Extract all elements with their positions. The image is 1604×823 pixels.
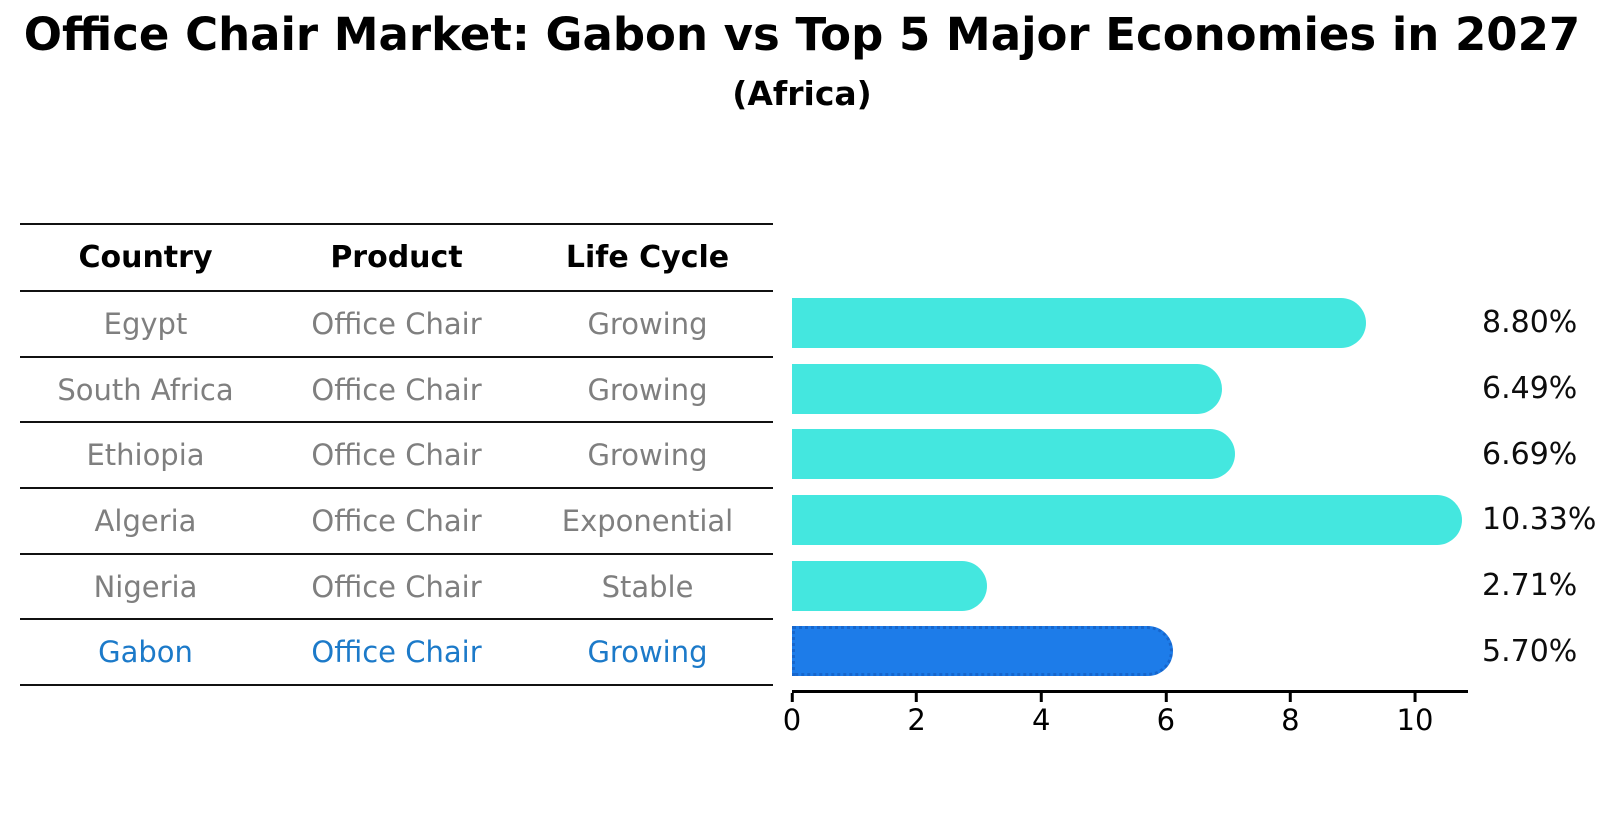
cell-life-cycle: Growing — [587, 372, 708, 407]
table-row-egypt: Egypt Office Chair Growing — [20, 290, 773, 356]
value-label-south-africa: 6.49% — [1482, 371, 1578, 407]
table-header-row: Country Product Life Cycle — [20, 223, 773, 290]
cell-country: Gabon — [98, 635, 193, 670]
x-axis-line — [792, 690, 1468, 693]
bar-ethiopia — [792, 429, 1235, 480]
tick-label: 8 — [1281, 703, 1300, 737]
cell-country: Algeria — [94, 503, 197, 538]
table-row-nigeria: Nigeria Office Chair Stable — [20, 552, 773, 619]
bar-row — [792, 553, 1492, 619]
bar-row — [792, 618, 1492, 684]
data-table: Country Product Life Cycle Egypt Office … — [20, 223, 773, 687]
column-header-life-cycle: Life Cycle — [565, 240, 730, 275]
x-axis-tick: 8 — [1281, 693, 1300, 737]
x-axis: 0 2 4 6 8 10 — [783, 690, 1468, 750]
value-label-nigeria: 2.71% — [1482, 568, 1578, 604]
value-labels: 8.80% 6.49% 6.69% 10.33% 2.71% 5.70% — [1482, 290, 1596, 684]
tick-label: 4 — [1031, 703, 1051, 737]
bar-nigeria — [792, 560, 987, 611]
value-label-gabon: 5.70% — [1482, 633, 1578, 669]
cell-life-cycle: Growing — [587, 438, 708, 473]
cell-life-cycle: Growing — [587, 306, 708, 341]
bar-row — [792, 421, 1492, 487]
chart-subtitle: (Africa) — [732, 74, 872, 113]
bar-south-africa — [792, 363, 1223, 414]
tick-label: 2 — [907, 703, 926, 737]
x-axis-tick: 0 — [783, 693, 801, 737]
bar-row — [792, 356, 1492, 422]
cell-product: Office Chair — [311, 372, 482, 407]
bar-gabon — [792, 626, 1174, 677]
x-axis-tick: 10 — [1396, 693, 1434, 737]
cell-country: Ethiopia — [86, 438, 205, 473]
bar-egypt — [792, 297, 1367, 348]
cell-product: Office Chair — [311, 635, 482, 670]
tick-label: 10 — [1396, 703, 1434, 737]
tick-mark — [1413, 693, 1417, 702]
table-row-gabon: Gabon Office Chair Growing — [20, 618, 773, 684]
tick-label: 0 — [782, 703, 802, 737]
cell-product: Office Chair — [311, 503, 482, 538]
value-label-ethiopia: 6.69% — [1482, 436, 1578, 472]
table-row-algeria: Algeria Office Chair Exponential — [20, 487, 773, 553]
tick-mark — [790, 693, 794, 702]
tick-mark — [1039, 693, 1043, 702]
column-header-product: Product — [330, 240, 463, 275]
cell-product: Office Chair — [311, 569, 482, 604]
value-label-algeria: 10.33% — [1482, 502, 1597, 538]
tick-label: 6 — [1156, 703, 1176, 737]
value-label-egypt: 8.80% — [1482, 305, 1578, 341]
bar-row — [792, 290, 1492, 356]
x-axis-tick: 2 — [907, 693, 926, 737]
table-row-south-africa: South Africa Office Chair Growing — [20, 355, 773, 422]
x-axis-tick: 4 — [1032, 693, 1050, 737]
column-header-country: Country — [78, 240, 213, 275]
tick-mark — [1288, 693, 1292, 702]
table-row-ethiopia: Ethiopia Office Chair Growing — [20, 421, 773, 487]
tick-mark — [1164, 693, 1168, 702]
cell-product: Office Chair — [311, 438, 482, 473]
bar-row — [792, 487, 1492, 553]
bar-algeria — [792, 494, 1462, 545]
tick-mark — [915, 693, 919, 702]
cell-country: Nigeria — [93, 569, 198, 604]
cell-life-cycle: Stable — [601, 569, 694, 604]
chart-title: Office Chair Market: Gabon vs Top 5 Majo… — [23, 8, 1581, 61]
cell-life-cycle: Exponential — [561, 503, 734, 538]
x-axis-tick: 6 — [1157, 693, 1175, 737]
cell-life-cycle: Growing — [587, 635, 708, 670]
cell-country: South Africa — [57, 372, 234, 407]
cell-product: Office Chair — [311, 306, 482, 341]
bar-plot-area — [792, 290, 1492, 684]
cell-country: Egypt — [103, 306, 188, 341]
